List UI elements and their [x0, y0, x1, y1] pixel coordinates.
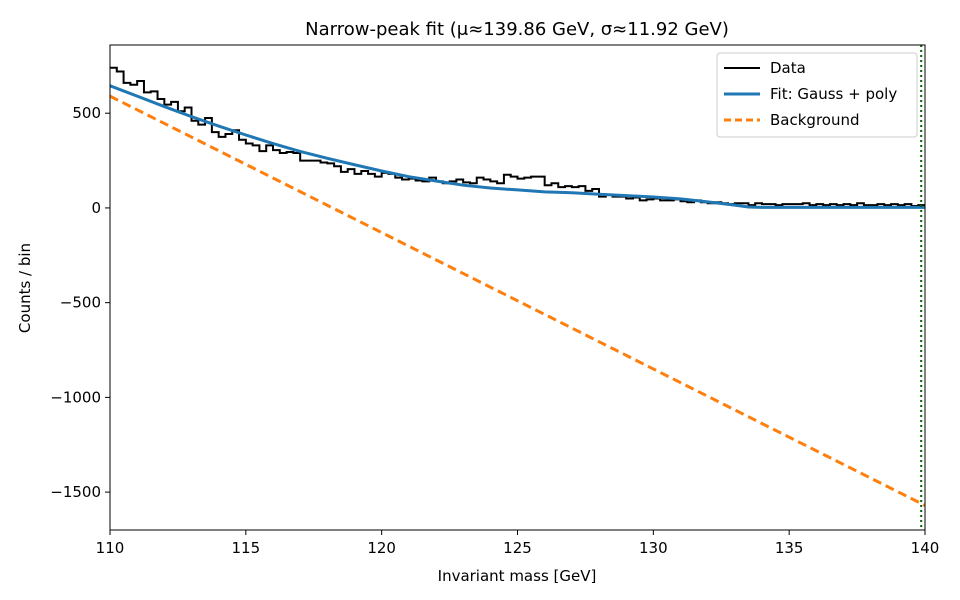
legend: Data Fit: Gauss + poly Background	[716, 52, 918, 138]
plot-area	[109, 44, 926, 531]
legend-label-fit: Fit: Gauss + poly	[770, 85, 897, 103]
background-line	[110, 94, 925, 507]
legend-box	[716, 52, 918, 138]
y-tick-label: 500	[72, 104, 101, 122]
x-tick-label: 140	[911, 539, 940, 557]
data-histogram	[110, 66, 925, 208]
y-axis-label: Counts / bin	[16, 243, 34, 333]
x-tick-label: 120	[367, 539, 396, 557]
x-tick-label: 125	[503, 539, 532, 557]
x-tick-label: 130	[639, 539, 668, 557]
x-tick-label: 135	[775, 539, 804, 557]
x-axis: 110 115 120 125 130 135 140	[96, 530, 940, 557]
y-tick-label: −500	[60, 294, 101, 312]
legend-label-background: Background	[770, 111, 860, 129]
x-tick-label: 110	[96, 539, 125, 557]
series-layer	[110, 45, 925, 530]
chart-title: Narrow-peak fit (μ≈139.86 GeV, σ≈11.92 G…	[305, 19, 729, 40]
fit-curve	[110, 84, 925, 209]
y-tick-label: −1000	[50, 388, 101, 406]
x-tick-label: 115	[232, 539, 261, 557]
legend-label-data: Data	[770, 59, 806, 77]
y-axis: −1500 −1000 −500 0 500	[50, 104, 110, 501]
y-tick-label: −1500	[50, 483, 101, 501]
x-axis-label: Invariant mass [GeV]	[438, 567, 597, 585]
y-tick-label: 0	[91, 199, 101, 217]
